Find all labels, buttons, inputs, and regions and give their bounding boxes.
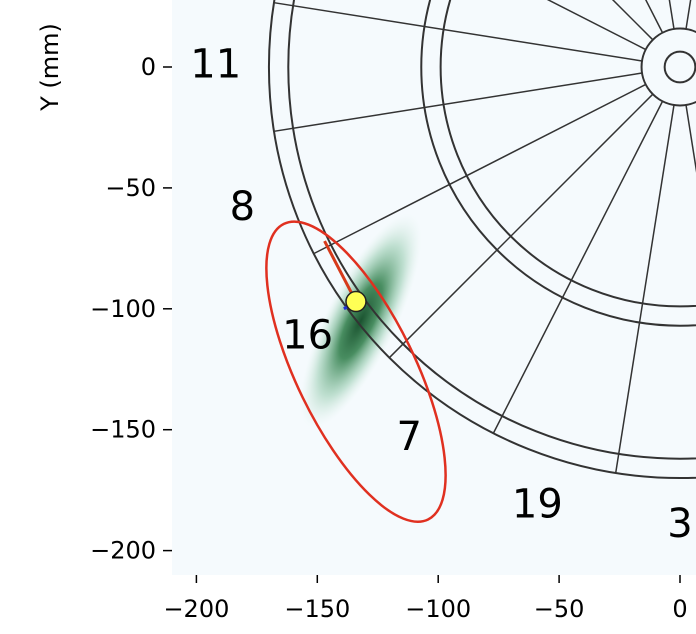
- sector-wire-11: [313, 83, 647, 255]
- board-ring-1: [640, 27, 696, 107]
- sector-wire-9: [273, 1, 643, 62]
- estimate-point: [345, 290, 367, 313]
- x-tick-label-3: −50: [534, 595, 585, 623]
- sector-number-3: 3: [667, 501, 692, 547]
- x-tick-label-2: −100: [405, 595, 471, 623]
- board-ring-0: [663, 50, 696, 84]
- y-axis-label: Y (mm): [36, 23, 64, 112]
- board-ring-2: [439, 0, 696, 308]
- y-axis: 0 −50 −100 −150 −200: [90, 53, 172, 565]
- x-tick-label-0: −200: [163, 595, 229, 623]
- board-ring-5: [268, 0, 696, 479]
- sector-number-7: 7: [396, 414, 421, 460]
- y-tick-label-2: −100: [90, 295, 156, 323]
- x-tick-label-1: −150: [284, 595, 350, 623]
- board-ring-4: [287, 0, 696, 460]
- sector-number-16: 16: [282, 312, 333, 358]
- y-tick-label-1: −50: [105, 174, 156, 202]
- y-tick-label-4: −200: [90, 537, 156, 565]
- board-ring-3: [420, 0, 696, 327]
- sector-wire-13: [492, 100, 664, 434]
- y-tick-label-3: −150: [90, 416, 156, 444]
- x-tick-label-4: 0: [672, 595, 687, 623]
- major-axis-arrow: [323, 240, 358, 303]
- sector-number-11: 11: [190, 42, 241, 88]
- sector-wire-8: [546, 0, 647, 51]
- sector-wire-10: [273, 72, 643, 133]
- sector-number-19: 19: [512, 482, 563, 528]
- density-blob: [299, 213, 422, 429]
- plot-area: [172, 0, 696, 575]
- sector-wire-12: [388, 93, 654, 359]
- sector-number-8: 8: [230, 184, 255, 230]
- confidence-ellipse: [265, 220, 447, 523]
- x-axis: −200 −150 −100 −50 0: [163, 575, 688, 623]
- sector-wire-14: [614, 104, 675, 474]
- y-tick-label-0: 0: [141, 53, 156, 81]
